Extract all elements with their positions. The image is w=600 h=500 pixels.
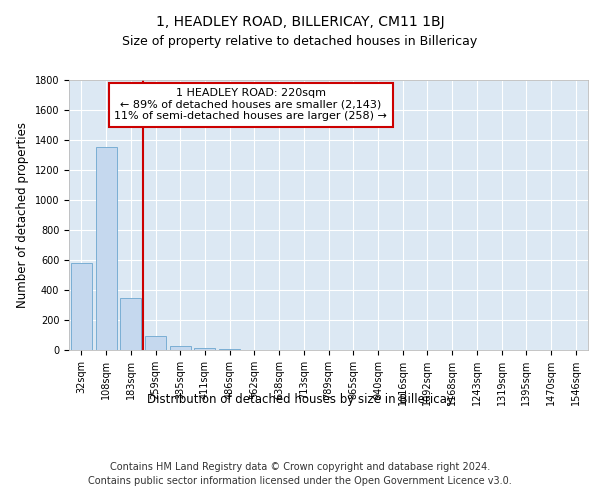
Text: 1 HEADLEY ROAD: 220sqm
← 89% of detached houses are smaller (2,143)
11% of semi-: 1 HEADLEY ROAD: 220sqm ← 89% of detached… [114,88,387,122]
Bar [194,348,215,350]
Text: 1, HEADLEY ROAD, BILLERICAY, CM11 1BJ: 1, HEADLEY ROAD, BILLERICAY, CM11 1BJ [155,15,445,29]
Bar [71,263,92,350]
Text: Distribution of detached houses by size in Billericay: Distribution of detached houses by size … [146,392,454,406]
Text: Contains HM Land Registry data © Crown copyright and database right 2024.: Contains HM Land Registry data © Crown c… [110,462,490,472]
Text: Contains public sector information licensed under the Open Government Licence v3: Contains public sector information licen… [88,476,512,486]
Bar [145,336,166,350]
Bar [219,349,240,350]
Bar [170,346,191,350]
Y-axis label: Number of detached properties: Number of detached properties [16,122,29,308]
Text: Size of property relative to detached houses in Billericay: Size of property relative to detached ho… [122,35,478,48]
Bar [95,148,116,350]
Bar [120,298,141,350]
